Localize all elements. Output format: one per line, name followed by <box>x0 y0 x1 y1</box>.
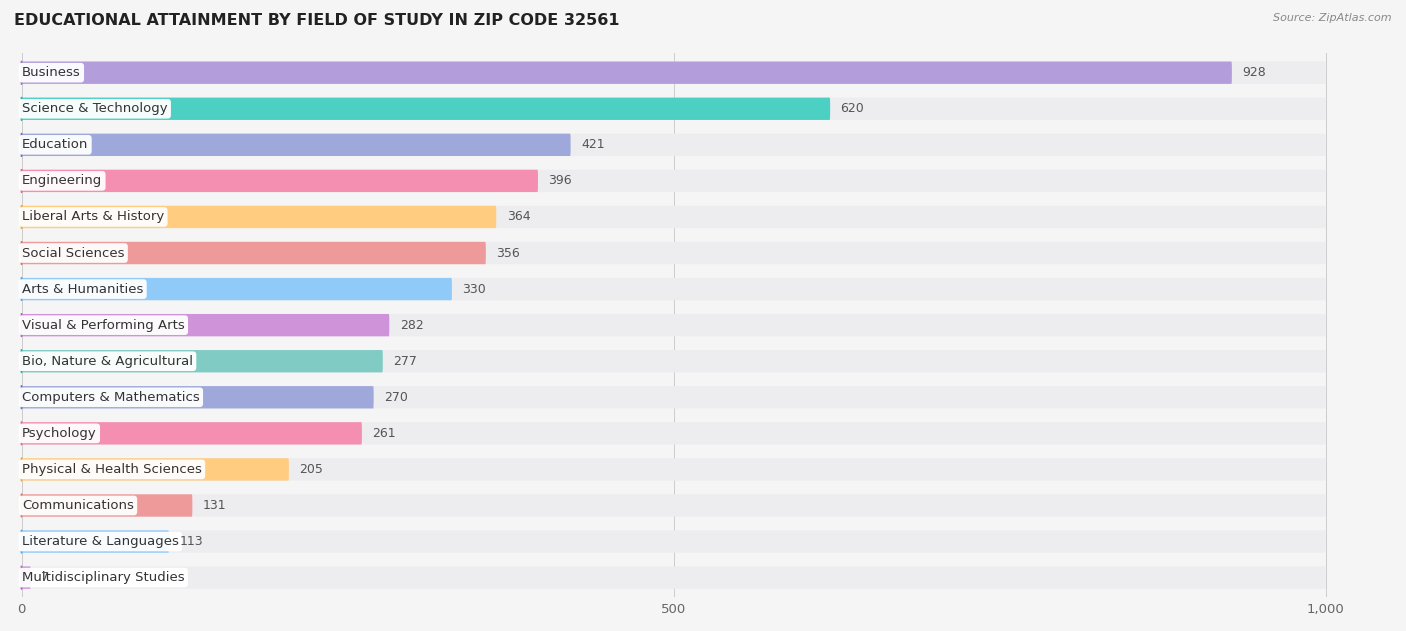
FancyBboxPatch shape <box>21 242 486 264</box>
FancyBboxPatch shape <box>21 206 496 228</box>
Text: 113: 113 <box>180 535 202 548</box>
FancyBboxPatch shape <box>21 531 169 553</box>
FancyBboxPatch shape <box>21 386 374 408</box>
Text: 421: 421 <box>581 138 605 151</box>
Text: Education: Education <box>22 138 89 151</box>
Text: 261: 261 <box>373 427 396 440</box>
Text: 7: 7 <box>41 571 49 584</box>
Text: Source: ZipAtlas.com: Source: ZipAtlas.com <box>1274 13 1392 23</box>
FancyBboxPatch shape <box>21 350 382 372</box>
FancyBboxPatch shape <box>21 242 1326 264</box>
FancyBboxPatch shape <box>21 98 830 120</box>
Text: 396: 396 <box>548 174 572 187</box>
Text: Science & Technology: Science & Technology <box>22 102 167 115</box>
FancyBboxPatch shape <box>21 61 1326 84</box>
FancyBboxPatch shape <box>21 567 1326 589</box>
FancyBboxPatch shape <box>21 278 451 300</box>
Text: Visual & Performing Arts: Visual & Performing Arts <box>22 319 184 332</box>
FancyBboxPatch shape <box>21 350 1326 372</box>
FancyBboxPatch shape <box>21 134 571 156</box>
Text: 356: 356 <box>496 247 520 259</box>
FancyBboxPatch shape <box>21 422 361 444</box>
Text: 270: 270 <box>384 391 408 404</box>
Text: 330: 330 <box>463 283 486 295</box>
Text: 205: 205 <box>299 463 323 476</box>
Text: 282: 282 <box>399 319 423 332</box>
FancyBboxPatch shape <box>21 567 31 589</box>
FancyBboxPatch shape <box>21 494 1326 517</box>
Text: Engineering: Engineering <box>22 174 103 187</box>
Text: Computers & Mathematics: Computers & Mathematics <box>22 391 200 404</box>
Text: Psychology: Psychology <box>22 427 97 440</box>
Text: Liberal Arts & History: Liberal Arts & History <box>22 211 165 223</box>
FancyBboxPatch shape <box>21 531 1326 553</box>
Text: Communications: Communications <box>22 499 134 512</box>
Text: Arts & Humanities: Arts & Humanities <box>22 283 143 295</box>
FancyBboxPatch shape <box>21 206 1326 228</box>
FancyBboxPatch shape <box>21 386 1326 408</box>
Text: 277: 277 <box>394 355 418 368</box>
FancyBboxPatch shape <box>21 314 1326 336</box>
Text: Business: Business <box>22 66 80 80</box>
Text: EDUCATIONAL ATTAINMENT BY FIELD OF STUDY IN ZIP CODE 32561: EDUCATIONAL ATTAINMENT BY FIELD OF STUDY… <box>14 13 620 28</box>
Text: 364: 364 <box>506 211 530 223</box>
Text: Multidisciplinary Studies: Multidisciplinary Studies <box>22 571 184 584</box>
Text: Literature & Languages: Literature & Languages <box>22 535 179 548</box>
FancyBboxPatch shape <box>21 422 1326 444</box>
Text: Social Sciences: Social Sciences <box>22 247 125 259</box>
FancyBboxPatch shape <box>21 278 1326 300</box>
Text: 620: 620 <box>841 102 865 115</box>
Text: Physical & Health Sciences: Physical & Health Sciences <box>22 463 202 476</box>
FancyBboxPatch shape <box>21 134 1326 156</box>
FancyBboxPatch shape <box>21 314 389 336</box>
FancyBboxPatch shape <box>21 458 1326 481</box>
Text: Bio, Nature & Agricultural: Bio, Nature & Agricultural <box>22 355 193 368</box>
FancyBboxPatch shape <box>21 98 1326 120</box>
FancyBboxPatch shape <box>21 170 538 192</box>
Text: 131: 131 <box>202 499 226 512</box>
FancyBboxPatch shape <box>21 170 1326 192</box>
Text: 928: 928 <box>1243 66 1265 80</box>
FancyBboxPatch shape <box>21 494 193 517</box>
FancyBboxPatch shape <box>21 61 1232 84</box>
FancyBboxPatch shape <box>21 458 288 481</box>
